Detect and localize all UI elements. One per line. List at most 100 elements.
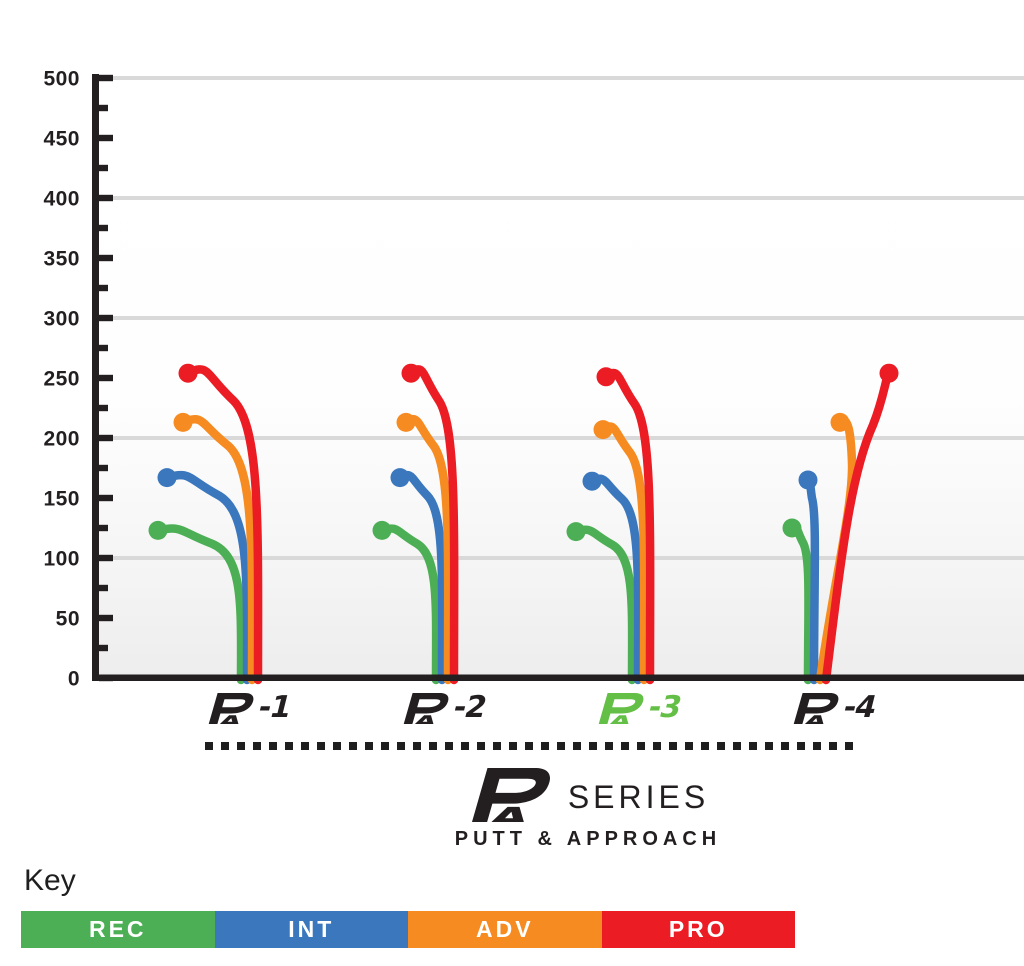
y-tick-label-50: 50	[56, 608, 80, 631]
x-axis-line	[92, 674, 1024, 681]
flight-pa-4-pro	[821, 363, 899, 685]
flight-pa-2-pro	[401, 363, 459, 685]
y-tick-label-250: 250	[43, 368, 80, 391]
flight-end-dot	[879, 363, 899, 383]
y-minor-tick-375	[99, 224, 108, 232]
y-minor-tick-175	[99, 464, 108, 472]
flight-end-dot	[390, 468, 410, 488]
y-tick-label-350: 350	[43, 248, 80, 271]
flight-pa-4-rec	[782, 518, 813, 685]
series-subtitle: PUTT & APPROACH	[454, 828, 722, 850]
flight-curve	[406, 365, 459, 685]
flight-curve	[178, 414, 257, 685]
y-major-tick-100	[99, 554, 113, 562]
y-tick-label-200: 200	[43, 428, 80, 451]
flight-end-dot	[782, 518, 802, 538]
y-major-tick-150	[99, 494, 113, 502]
pa-mark-icon	[208, 693, 254, 724]
flight-curve	[598, 422, 649, 685]
flight-pa-3-pro	[596, 367, 655, 685]
flight-pa-1-int	[157, 468, 252, 685]
y-major-tick-250	[99, 374, 113, 382]
flight-end-dot	[173, 412, 193, 432]
flight-end-dot	[798, 470, 818, 490]
series-divider-dotted-line	[205, 742, 855, 750]
flight-curve	[162, 470, 252, 685]
flight-pa-3-int	[582, 471, 643, 685]
disc-label-pa-4: -4	[791, 690, 880, 725]
gridline-400	[99, 196, 1024, 200]
y-minor-tick-225	[99, 404, 108, 412]
y-minor-tick-275	[99, 344, 108, 352]
flight-end-dot	[178, 363, 198, 383]
y-tick-label-150: 150	[43, 488, 80, 511]
flight-pa-2-int	[390, 468, 447, 685]
flight-pa-1-pro	[178, 363, 263, 685]
gridline-300	[99, 316, 1024, 320]
y-axis-line	[92, 74, 99, 681]
key-segment-label: INT	[288, 916, 335, 942]
flight-pa-3-adv	[593, 420, 649, 685]
y-tick-label-0: 0	[68, 668, 80, 691]
gridline-500	[99, 76, 1024, 80]
key-segment-adv: ADV	[408, 911, 602, 948]
y-tick-label-300: 300	[43, 308, 80, 331]
key-segment-pro: PRO	[601, 911, 795, 948]
flight-curve	[377, 524, 441, 685]
y-tick-label-400: 400	[43, 188, 80, 211]
pa-mark-icon	[598, 693, 644, 724]
y-major-tick-400	[99, 194, 113, 202]
y-major-tick-500	[99, 74, 113, 82]
y-tick-label-450: 450	[43, 128, 80, 151]
y-major-tick-450	[99, 134, 113, 142]
key-segment-rec: REC	[21, 911, 215, 948]
flight-end-dot	[401, 363, 421, 383]
flight-end-dot	[148, 520, 168, 540]
flight-end-dot	[596, 367, 616, 387]
flight-end-dot	[157, 468, 177, 488]
disc-label-pa-2: -2	[401, 690, 490, 725]
y-minor-tick-425	[99, 164, 108, 172]
flight-pa-2-rec	[372, 520, 441, 685]
flight-curve	[587, 474, 643, 685]
key-segment-label: PRO	[668, 916, 728, 942]
flight-end-dot	[593, 420, 613, 440]
y-tick-label-500: 500	[43, 68, 80, 91]
flight-pa-4-int	[798, 470, 820, 685]
pa-mark-icon	[471, 768, 550, 822]
flight-curve	[571, 525, 637, 685]
key-segment-label: REC	[88, 916, 147, 942]
key-segment-label: ADV	[475, 916, 534, 942]
disc-number: -2	[449, 690, 490, 725]
flight-pa-2-adv	[396, 412, 453, 685]
y-minor-tick-25	[99, 644, 108, 652]
disc-number: -3	[644, 690, 685, 725]
y-minor-tick-475	[99, 104, 108, 112]
flight-curve	[153, 524, 246, 685]
flight-curve	[821, 368, 894, 685]
pa-mark-icon	[793, 693, 839, 724]
flight-end-dot	[396, 412, 416, 432]
flight-pa-3-rec	[566, 522, 637, 685]
flight-pa-1-adv	[173, 412, 257, 685]
gridline-100	[99, 556, 1024, 560]
gridline-200	[99, 436, 1024, 440]
y-major-tick-300	[99, 314, 113, 322]
y-major-tick-200	[99, 434, 113, 442]
key-legend-bar: REC INT ADV PRO	[21, 911, 795, 948]
series-title: SERIES	[467, 768, 709, 827]
y-minor-tick-75	[99, 584, 108, 592]
key-label: Key	[24, 864, 76, 897]
flight-end-dot	[372, 520, 392, 540]
key-segment-int: INT	[214, 911, 408, 948]
y-minor-tick-325	[99, 284, 108, 292]
flight-curve	[395, 470, 447, 685]
y-major-tick-0	[99, 674, 113, 682]
flight-end-dot	[830, 412, 850, 432]
series-title-text: SERIES	[567, 779, 710, 815]
y-major-tick-350	[99, 254, 113, 262]
flight-curve	[601, 368, 655, 685]
flight-end-dot	[582, 471, 602, 491]
